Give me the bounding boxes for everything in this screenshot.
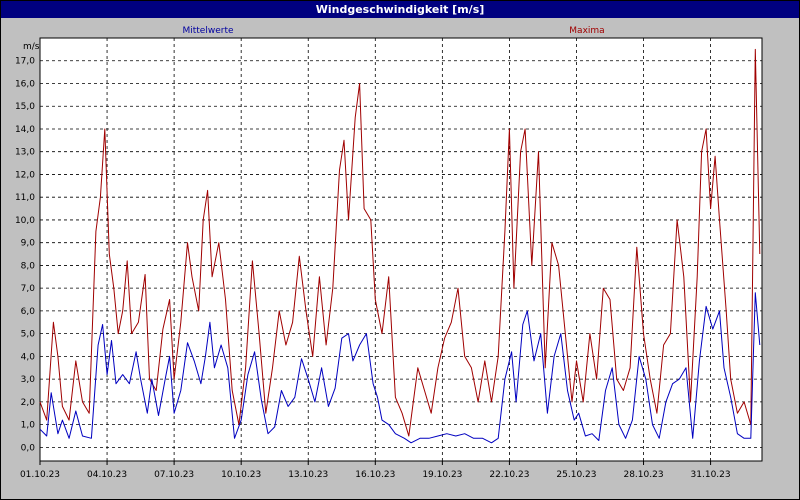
x-tick-labels: 01.10.23 04.10.23 07.10.23 10.10.23 13.10.23… (20, 470, 731, 480)
y-tick-labels: 0,0 1,0 2,0 3,0 4,0 5,0 6,0 7,0 8,0 9,0 10,0 11,0 12… (15, 57, 35, 454)
y-tick-label: 11,0 (15, 193, 35, 203)
y-tick-label: 4,0 (21, 352, 36, 362)
series-line-maxima (39, 48, 761, 437)
x-tick-label: 31.10.23 (691, 470, 731, 480)
grid-lines (39, 38, 762, 465)
y-tick-label: 13,0 (15, 148, 35, 158)
x-tick-label: 07.10.23 (154, 470, 194, 480)
x-tick-label: 25.10.23 (556, 470, 596, 480)
y-axis-label: m/s (23, 42, 40, 52)
y-tick-label: 17,0 (15, 57, 35, 67)
series-line-mittelwerte (39, 292, 761, 444)
legend-maxima: Maxima (569, 26, 604, 36)
y-tick-label: 16,0 (15, 79, 35, 89)
y-tick-label: 15,0 (15, 102, 35, 112)
x-tick-label: 13.10.23 (288, 470, 328, 480)
y-tick-label: 14,0 (15, 125, 35, 135)
y-tick-label: 5,0 (21, 330, 36, 340)
y-tick-label: 7,0 (21, 284, 36, 294)
plot-area (39, 37, 763, 462)
series-lines (39, 48, 761, 444)
y-tick-label: 10,0 (15, 216, 35, 226)
x-tick-label: 19.10.23 (422, 470, 462, 480)
x-tick-label: 01.10.23 (20, 470, 60, 480)
y-tick-label: 2,0 (21, 398, 36, 408)
y-tick-label: 3,0 (21, 375, 36, 385)
x-tick-label: 16.10.23 (355, 470, 395, 480)
x-tick-label: 28.10.23 (623, 470, 663, 480)
y-tick-label: 6,0 (21, 307, 36, 317)
y-tick-label: 0,0 (21, 443, 36, 453)
x-tick-label: 22.10.23 (489, 470, 529, 480)
x-tick-label: 04.10.23 (87, 470, 127, 480)
y-tick-label: 12,0 (15, 170, 35, 180)
y-tick-label: 8,0 (21, 261, 36, 271)
y-tick-label: 1,0 (21, 421, 36, 431)
legend-mittelwerte: Mittelwerte (182, 26, 233, 36)
chart-title: Windgeschwindigkeit [m/s] (1, 1, 799, 18)
y-tick-label: 9,0 (21, 239, 36, 249)
x-tick-label: 10.10.23 (221, 470, 261, 480)
